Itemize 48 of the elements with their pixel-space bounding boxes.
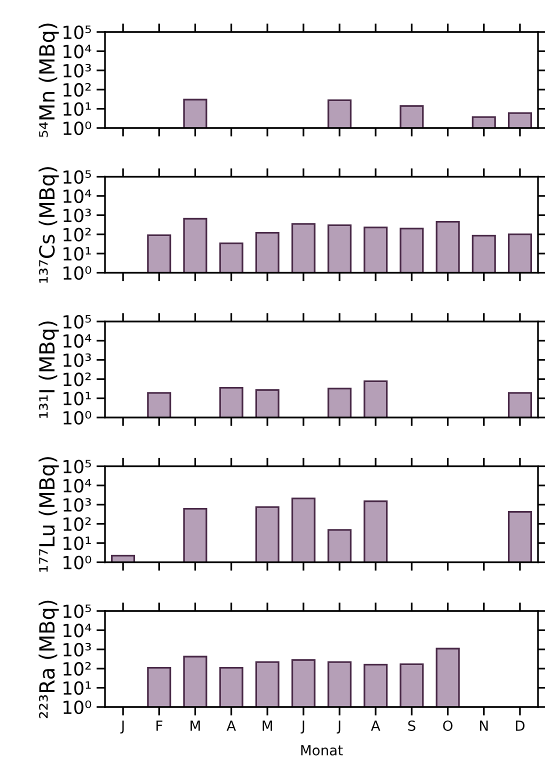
y-tick-label: 10⁵: [64, 460, 91, 474]
x-tick-label: J: [336, 720, 340, 734]
y-tick-label: 10¹: [64, 247, 91, 261]
y-tick-label: 10⁴: [64, 44, 92, 58]
y-tick-label: 10⁴: [64, 334, 92, 348]
y-tick-label: 10⁰: [64, 410, 92, 425]
y-axis-title: ²²³Ra (MBq): [38, 600, 59, 718]
x-tick-label: N: [480, 720, 488, 731]
y-tick-label: 10⁰: [64, 556, 92, 570]
y-tick-label: 10⁵: [64, 25, 91, 40]
x-tick-label: A: [226, 720, 236, 731]
x-tick-label: J: [300, 720, 304, 734]
x-tick-label: M: [262, 720, 272, 731]
y-tick-label: 10⁰: [64, 121, 92, 136]
y-axis-title: ⁵⁴Mn (MBq): [38, 24, 59, 138]
x-tick-label: F: [156, 720, 162, 731]
y-tick-label: 10²: [64, 83, 91, 97]
x-tick-label: S: [408, 720, 416, 731]
y-tick-label: 10⁴: [64, 478, 92, 493]
y-tick-label: 10⁵: [64, 314, 91, 329]
y-tick-label: 10¹: [64, 392, 91, 406]
y-tick-label: 10³: [64, 208, 91, 222]
x-axis-title: Monat: [301, 745, 343, 756]
y-tick-label: 10⁰: [64, 266, 92, 280]
y-tick-label: 10⁵: [64, 170, 91, 184]
y-tick-label: 10³: [64, 64, 91, 78]
y-tick-label: 10²: [64, 662, 91, 676]
y-tick-label: 10²: [64, 372, 91, 386]
y-tick-label: 10³: [64, 353, 91, 368]
y-axis-title: ¹⁷⁷Lu (MBq): [38, 457, 59, 572]
x-tick-label: M: [190, 720, 200, 731]
y-axis-title: ¹³⁷Cs (MBq): [38, 167, 59, 283]
x-tick-label: A: [370, 720, 380, 731]
y-axis-title: ¹³¹I (MBq): [38, 322, 59, 418]
y-tick-label: 10²: [64, 517, 91, 531]
y-tick-label: 10³: [64, 642, 91, 657]
x-tick-label: O: [443, 720, 452, 731]
y-tick-label: 10⁴: [64, 189, 92, 204]
y-tick-label: 10⁴: [64, 624, 92, 638]
y-tick-label: 10⁰: [64, 700, 92, 714]
x-tick-label: J: [120, 720, 124, 734]
y-tick-label: 10¹: [64, 536, 91, 550]
y-tick-label: 10⁵: [64, 604, 91, 618]
x-tick-label: D: [516, 720, 524, 731]
y-tick-label: 10²: [64, 228, 91, 242]
y-tick-label: 10¹: [64, 102, 91, 116]
y-tick-label: 10¹: [64, 681, 91, 695]
y-tick-label: 10³: [64, 498, 91, 512]
